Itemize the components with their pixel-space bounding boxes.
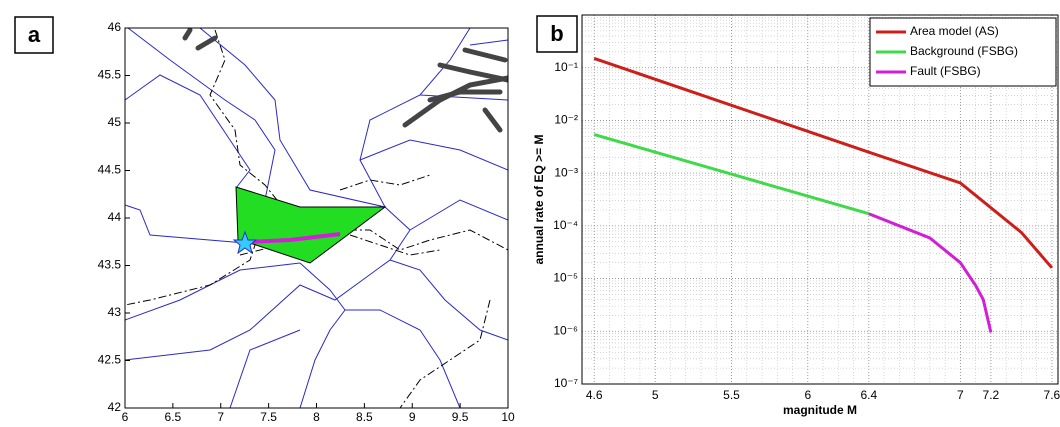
panel-label-box	[536, 15, 578, 53]
x-tick-label: 8	[313, 410, 320, 424]
source-zone	[235, 186, 387, 264]
series-line	[868, 212, 993, 333]
axes-frame	[581, 14, 1059, 385]
x-tick-label: 7.6	[1044, 388, 1060, 402]
x-tick-label: 8.5	[356, 410, 373, 424]
legend-label: Area model (AS)	[910, 24, 999, 38]
y-tick-label: 42.5	[98, 353, 122, 367]
y-tick-label: 45.5	[98, 68, 122, 82]
y-tick-label: 46	[108, 20, 122, 34]
x-tick-label: 10	[501, 410, 515, 424]
y-tick-label: 45	[108, 115, 122, 129]
y-tick-label: 10⁻⁴	[553, 218, 578, 232]
y-tick-label: 43.5	[98, 258, 122, 272]
y-tick-label: 10⁻³	[554, 165, 578, 179]
x-tick-label: 5.5	[723, 388, 740, 402]
series-line	[593, 133, 870, 216]
panel-label: a	[28, 22, 41, 47]
x-tick-label: 6.5	[165, 410, 182, 424]
x-tick-label: 7	[217, 410, 224, 424]
y-tick-label: 10⁻⁵	[553, 271, 578, 285]
map-features	[125, 28, 508, 408]
legend-label: Fault (FSBG)	[910, 64, 981, 78]
legend-label: Background (FSBG)	[910, 44, 1018, 58]
x-tick-label: 6.4	[860, 388, 877, 402]
x-tick-label: 4.6	[586, 388, 603, 402]
panel-label-box	[14, 16, 54, 54]
x-tick-label: 7	[957, 388, 964, 402]
y-tick-label: 42	[108, 400, 122, 414]
y-tick-label: 10⁻⁶	[553, 323, 578, 337]
y-tick-label: 44	[108, 210, 122, 224]
faults	[182, 28, 508, 133]
x-tick-label: 7.2	[983, 388, 1000, 402]
x-tick-label: 5	[652, 388, 659, 402]
panel-label: b	[550, 21, 563, 46]
x-tick-label: 9.5	[452, 410, 469, 424]
y-axis-label: annual rate of EQ >= M	[532, 134, 546, 264]
series-line	[593, 57, 1054, 269]
y-tick-label: 10⁻²	[554, 113, 578, 127]
y-tick-label: 10⁻⁷	[554, 376, 578, 390]
x-axis-label: magnitude M	[783, 403, 857, 417]
y-tick-label: 43	[108, 305, 122, 319]
site-star	[232, 230, 258, 255]
x-tick-label: 9	[409, 410, 416, 424]
x-tick-label: 6	[122, 410, 129, 424]
x-tick-label: 7.5	[260, 410, 277, 424]
fault-trace	[246, 232, 341, 244]
y-tick-label: 44.5	[98, 163, 122, 177]
x-tick-label: 6	[804, 388, 811, 402]
y-tick-label: 10⁻¹	[554, 60, 578, 74]
